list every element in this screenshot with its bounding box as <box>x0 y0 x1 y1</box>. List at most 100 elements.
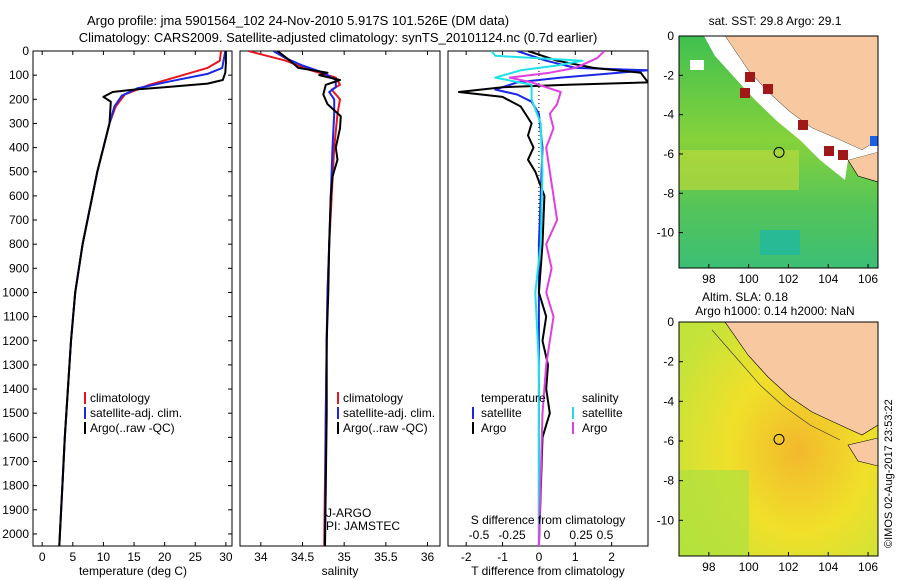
sla-map-panel: Altim. SLA: 0.18 Argo h1000: 0.14 h2000:… <box>657 290 879 574</box>
figure-title-line2: Climatology: CARS2009. Satellite-adjuste… <box>79 30 598 45</box>
map-y-tick-label: -8 <box>663 474 674 488</box>
legend-swatch-argo <box>337 422 339 434</box>
s-tick-label: 0 <box>544 528 551 542</box>
temperature-panel: 0 5 10 15 20 25 30 0 100 200 300 400 500 600 700 800 90… <box>2 44 233 578</box>
x-tick-label: 0 <box>39 550 46 564</box>
map-x-tick-label: 102 <box>778 560 798 574</box>
s-tick-label: 0.5 <box>597 528 614 542</box>
sst-map-title: sat. SST: 29.8 Argo: 29.1 <box>709 14 842 28</box>
sla-map-title-line2: Argo h1000: 0.14 h2000: NaN <box>695 304 854 318</box>
legend-label-temp-satellite: satellite <box>481 406 522 420</box>
x-tick-label: 35.5 <box>374 550 398 564</box>
y-tick-label: 0 <box>22 44 29 58</box>
x-tick-label: 5 <box>69 550 76 564</box>
legend-swatch-climatology <box>337 392 339 404</box>
map-x-tick-label: 98 <box>702 560 716 574</box>
x-tick-label: 1 <box>572 550 579 564</box>
map-x-tick-label: 100 <box>739 272 759 286</box>
legend-label-satellite: satellite-adj. clim. <box>343 406 435 420</box>
salinity-difference-tick-labels: -0.5 -0.25 0 0.25 0.5 <box>469 528 614 542</box>
float-pi-annotation: PI: JAMSTEC <box>326 519 400 533</box>
figure-title-line1: Argo profile: jma 5901564_102 24-Nov-201… <box>87 13 509 28</box>
temperature-series <box>58 51 227 546</box>
series-line-salinity_sat <box>490 51 584 546</box>
series-line-argo <box>58 51 227 546</box>
legend-swatch-climatology <box>84 392 86 404</box>
sumatra-landmass <box>724 322 878 436</box>
x-tick-label: 2 <box>608 550 615 564</box>
map-x-tick-label: 102 <box>778 272 798 286</box>
difference-legend: temperature satellite Argo salinity sate… <box>472 391 623 435</box>
sla-map-frame <box>678 321 879 557</box>
salinity-x-label: salinity <box>322 564 359 578</box>
temperature-x-label: temperature (deg C) <box>79 564 187 578</box>
high-sst-cell <box>870 136 878 146</box>
difference-plot-frame <box>447 50 649 547</box>
y-tick-label: 400 <box>9 141 29 155</box>
java-landmass <box>847 437 878 467</box>
map-y-tick-label: 0 <box>667 315 674 329</box>
high-sst-cell <box>824 146 834 156</box>
series-line-satellite <box>58 51 227 546</box>
x-tick-label: -1 <box>497 550 508 564</box>
map-y-tick-label: -8 <box>663 186 674 200</box>
float-program-annotation: J-ARGO <box>326 506 371 520</box>
legend-label-climatology: climatology <box>343 391 403 405</box>
series-line-salinity_argo <box>508 51 606 546</box>
x-tick-label: 34.5 <box>291 550 315 564</box>
map-x-tick-label: 100 <box>739 560 759 574</box>
difference-x-ticks: -2 -1 0 1 2 <box>461 51 615 564</box>
coastal-contour <box>711 329 841 441</box>
legend-swatch-temp-satellite <box>472 407 474 419</box>
x-tick-label: 30 <box>219 550 233 564</box>
x-tick-label: 0 <box>536 550 543 564</box>
difference-x-label: T difference from climatology <box>471 564 625 578</box>
temperature-legend: climatology satellite-adj. clim. Argo(..… <box>84 391 182 435</box>
sla-map-ticks: 98 100 102 104 106 0 -2 -4 -6 -8 -10 <box>657 315 879 574</box>
map-y-tick-label: -10 <box>657 226 675 240</box>
map-y-tick-label: 0 <box>667 29 674 43</box>
y-tick-label: 900 <box>9 261 29 275</box>
x-tick-label: 36 <box>421 550 435 564</box>
y-tick-label: 1800 <box>2 479 29 493</box>
series-line-argo <box>457 51 648 546</box>
high-sst-cell <box>763 84 773 94</box>
high-sst-cell <box>745 72 755 82</box>
temperature-plot-frame <box>32 50 233 547</box>
sst-warm-band <box>679 150 799 190</box>
y-tick-label: 200 <box>9 92 29 106</box>
legend-label-sal-satellite: satellite <box>582 406 623 420</box>
legend-swatch-satellite <box>337 407 339 419</box>
sst-map-frame <box>678 35 879 269</box>
depth-y-ticks: 0 100 200 300 400 500 600 700 800 900 1000 1100 1200… <box>2 44 232 541</box>
map-x-tick-label: 104 <box>818 272 838 286</box>
y-tick-label: 1900 <box>2 503 29 517</box>
legend-label-sal-argo: Argo <box>582 421 608 435</box>
legend-header-temperature: temperature <box>481 391 546 405</box>
y-tick-label: 1100 <box>3 310 29 324</box>
map-x-tick-label: 106 <box>858 272 878 286</box>
legend-label-argo: Argo(..raw -QC) <box>343 421 428 435</box>
s-tick-label: 0.25 <box>569 528 593 542</box>
salinity-difference-label: S difference from climatology <box>471 513 626 527</box>
y-tick-label: 1000 <box>2 285 29 299</box>
map-y-tick-label: -10 <box>657 513 675 527</box>
salinity-series <box>248 51 342 546</box>
legend-label-satellite: satellite-adj. clim. <box>90 406 182 420</box>
map-y-tick-label: -4 <box>663 108 674 122</box>
legend-swatch-sal-satellite <box>572 407 574 419</box>
salinity-x-ticks: 34 34.5 35 35.5 36 <box>254 51 434 564</box>
legend-label-temp-argo: Argo <box>481 421 507 435</box>
sst-cool-patch <box>760 230 800 255</box>
y-tick-label: 300 <box>9 116 29 130</box>
x-tick-label: 20 <box>158 550 172 564</box>
profile-location-marker <box>773 433 785 445</box>
s-tick-label: -0.25 <box>498 528 526 542</box>
series-line-climatology <box>58 51 222 546</box>
y-tick-label: 100 <box>9 68 29 82</box>
temperature-x-ticks: 0 5 10 15 20 25 30 <box>39 51 233 564</box>
legend-swatch-temp-argo <box>472 422 474 434</box>
map-y-tick-label: -4 <box>663 394 674 408</box>
x-tick-label: 35 <box>337 550 351 564</box>
